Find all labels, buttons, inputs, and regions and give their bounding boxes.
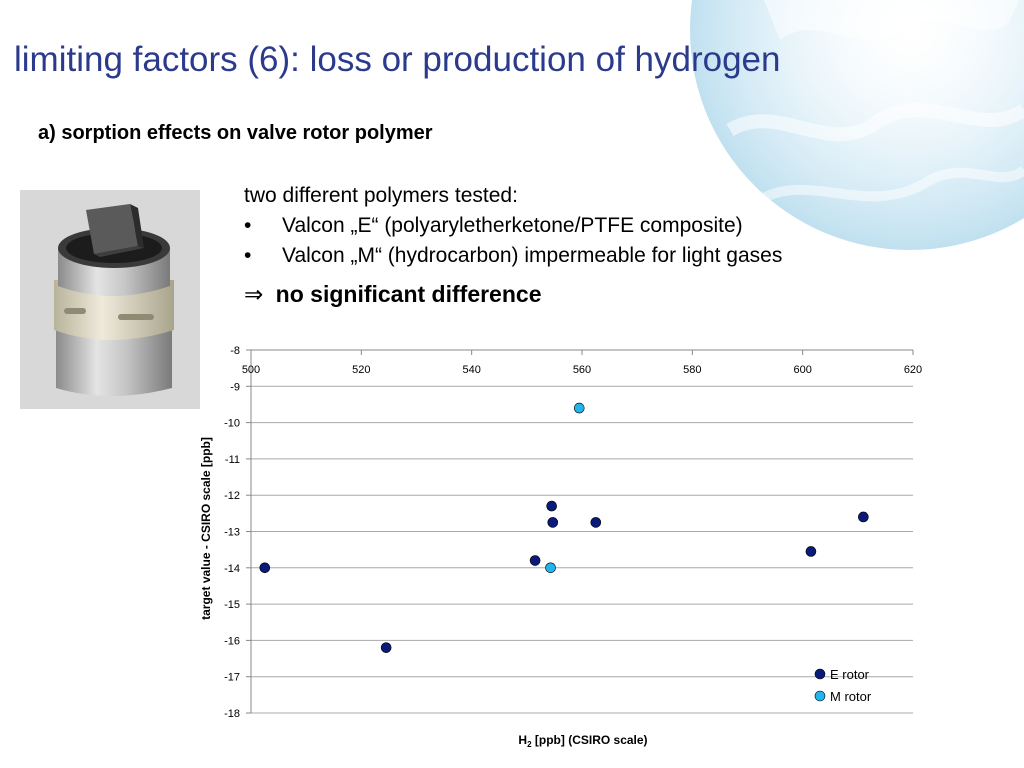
intro-text: two different polymers tested: <box>244 184 518 207</box>
bullet-text: Valcon „E“ (polyaryletherketone/PTFE com… <box>282 214 743 237</box>
y-tick-label: -10 <box>224 418 240 430</box>
m-rotor-point <box>573 402 585 414</box>
slide-subtitle: a) sorption effects on valve rotor polym… <box>38 122 433 144</box>
legend-label: M rotor <box>830 689 872 704</box>
m-rotor-point <box>545 562 556 574</box>
x-tick-label: 600 <box>793 364 811 376</box>
y-tick-label: -8 <box>230 345 240 357</box>
e-rotor-point <box>546 500 557 512</box>
e-rotor-point <box>547 517 559 528</box>
e-rotor-point <box>858 511 869 523</box>
bullet-dot: • <box>244 214 252 237</box>
y-tick-label: -13 <box>224 527 240 539</box>
x-tick-label: 500 <box>242 364 260 376</box>
valve-rotor-photo <box>20 190 200 409</box>
y-tick-label: -14 <box>224 563 240 575</box>
x-tick-label: 540 <box>462 364 480 376</box>
e-rotor-point <box>259 562 271 574</box>
conclusion: ⇒ no significant difference <box>244 279 1004 309</box>
y-tick-label: -15 <box>224 599 240 611</box>
text-block: two different polymers tested: • Valcon … <box>244 181 1004 309</box>
bullet-m-rotor: • Valcon „M“ (hydrocarbon) impermeable f… <box>244 241 1004 271</box>
x-tick-label: 520 <box>352 364 370 376</box>
implies-arrow-icon: ⇒ <box>244 281 264 307</box>
legend-marker <box>814 668 826 680</box>
y-tick-label: -17 <box>224 672 240 684</box>
e-rotor-point <box>805 546 817 557</box>
x-axis-title: H2 [ppb] (CSIRO scale) <box>518 733 647 749</box>
x-tick-label: 620 <box>904 364 922 376</box>
e-rotor-point <box>590 517 602 528</box>
y-tick-label: -9 <box>230 381 240 393</box>
y-axis-title: target value - CSIRO scale [ppb] <box>199 437 213 620</box>
legend-label: E rotor <box>830 667 870 682</box>
y-tick-label: -16 <box>224 635 240 647</box>
bullet-dot: • <box>244 244 252 267</box>
bullet-text: Valcon „M“ (hydrocarbon) impermeable for… <box>282 244 783 267</box>
legend-marker <box>814 690 826 702</box>
e-rotor-point <box>380 642 392 653</box>
y-tick-label: -18 <box>224 708 240 720</box>
x-tick-label: 560 <box>573 364 591 376</box>
y-tick-label: -12 <box>224 490 240 502</box>
bullet-e-rotor: • Valcon „E“ (polyaryletherketone/PTFE c… <box>244 211 1004 241</box>
y-tick-label: -11 <box>225 454 240 466</box>
conclusion-text: no significant difference <box>275 281 542 307</box>
x-tick-label: 580 <box>683 364 701 376</box>
slide-title: limiting factors (6): loss or production… <box>14 40 781 79</box>
e-rotor-point <box>529 555 541 566</box>
